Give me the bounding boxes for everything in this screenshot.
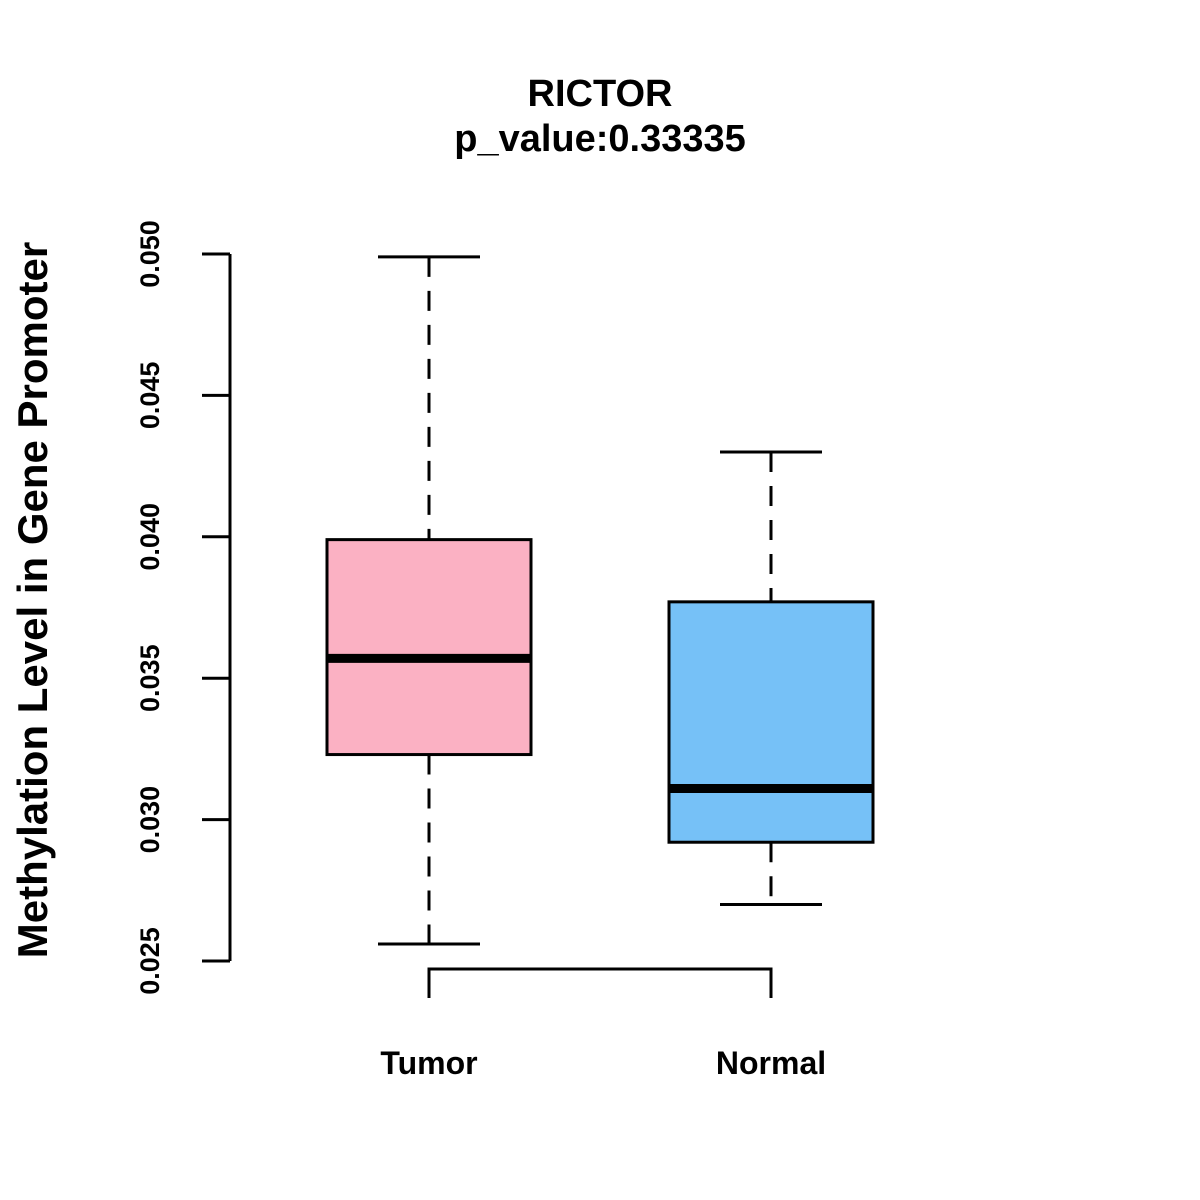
- bracket-line: [427, 967, 773, 998]
- x-axis-categories: Tumor Normal: [380, 1045, 826, 1081]
- iqr-box: [325, 538, 533, 757]
- y-tick-label: 0.040: [135, 503, 165, 571]
- chart-title: RICTOR: [528, 73, 673, 115]
- box-group: [325, 255, 875, 946]
- iqr-box: [667, 600, 875, 844]
- y-tick-label: 0.025: [135, 927, 165, 995]
- box-normal: [667, 450, 875, 906]
- y-tick-label: 0.030: [135, 786, 165, 854]
- x-category-label: Tumor: [380, 1045, 477, 1081]
- y-tick-label: 0.045: [135, 362, 165, 430]
- y-tick-label: 0.035: [135, 644, 165, 712]
- box-tumor: [325, 255, 533, 946]
- y-tick-label: 0.050: [135, 220, 165, 288]
- y-axis-label: Methylation Level in Gene Promoter: [9, 242, 56, 958]
- chart-subtitle: p_value:0.33335: [454, 118, 746, 160]
- x-category-label: Normal: [716, 1045, 826, 1081]
- comparison-bracket: [427, 967, 773, 998]
- y-axis: 0.025 0.030 0.035 0.040 0.045 0.050: [135, 220, 232, 995]
